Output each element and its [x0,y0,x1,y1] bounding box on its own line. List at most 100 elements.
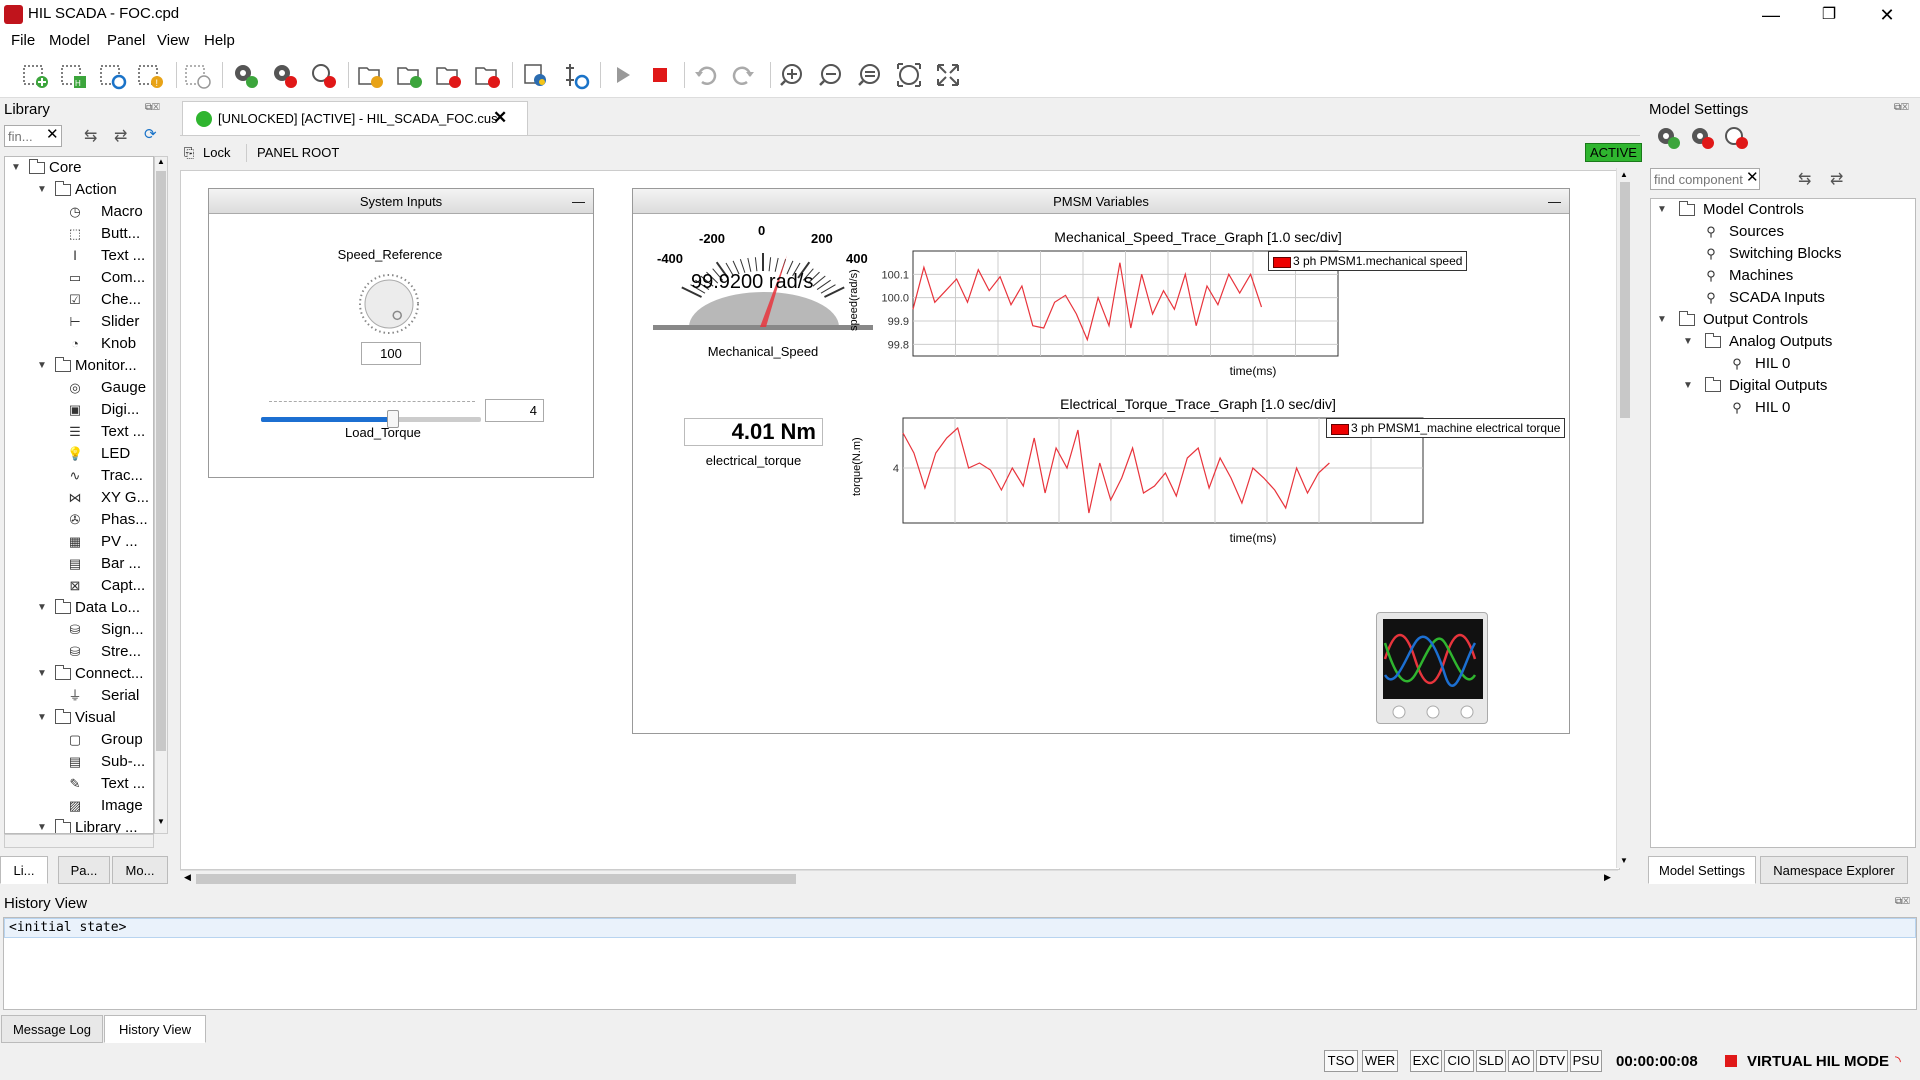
maximize-button[interactable]: ❐ [1821,6,1837,23]
chevron-down-icon[interactable]: ▼ [1683,380,1693,391]
close-tab-icon[interactable]: ✕ [493,108,508,127]
chevron-down-icon[interactable]: ▼ [1657,204,1667,215]
start-simulation-icon[interactable] [607,60,637,90]
settings-item[interactable]: ⚲ Machines [1651,265,1911,287]
zoom-out-icon[interactable] [816,60,846,90]
chevron-down-icon[interactable]: ▼ [37,602,47,613]
menu-view[interactable]: View [157,32,190,49]
collapse-all-icon[interactable]: ⇄ [1830,171,1844,188]
chevron-down-icon[interactable]: ▼ [37,184,47,195]
library-item[interactable]: ▤ Sub-... [5,751,153,773]
stop-simulation-icon[interactable] [645,60,675,90]
menu-file[interactable]: File [11,32,36,49]
model-info-icon[interactable]: ! [135,60,165,90]
library-item[interactable]: ▢ Group [5,729,153,751]
fullscreen-icon[interactable] [933,60,963,90]
status-cio-button[interactable]: CIO [1444,1050,1474,1072]
library-item[interactable]: ☰ Text ... [5,421,153,443]
menu-help[interactable]: Help [204,32,235,49]
settings-folder[interactable]: ▼ Analog Outputs [1651,331,1911,353]
tab-model-settings[interactable]: Model Settings [1648,856,1756,884]
chevron-down-icon[interactable]: ▼ [1683,336,1693,347]
chevron-down-icon[interactable]: ▼ [1657,314,1667,325]
library-item[interactable]: ◎ Gauge [5,377,153,399]
zoom-fit-icon[interactable] [894,60,924,90]
settings-item[interactable]: ⚲ HIL 0 [1651,353,1911,375]
library-item[interactable]: ▣ Digi... [5,399,153,421]
zoom-reset-icon[interactable] [855,60,885,90]
chevron-down-icon[interactable]: ▼ [37,668,47,679]
chevron-down-icon[interactable]: ▼ [37,712,47,723]
library-folder[interactable]: ▼ Data Lo... [5,597,153,619]
model-sync-icon[interactable] [97,60,127,90]
library-item[interactable]: Ⅰ Text ... [5,245,153,267]
library-item[interactable]: ✇ Phas... [5,509,153,531]
clear-search-icon[interactable]: ✕ [1746,169,1759,186]
speed-reference-knob[interactable] [357,272,421,336]
library-item[interactable]: ▨ Image [5,795,153,817]
status-ao-button[interactable]: AO [1508,1050,1534,1072]
library-refresh-icon[interactable]: ⟳ [144,126,157,143]
library-item[interactable]: ▤ Bar ... [5,553,153,575]
new-panel-icon[interactable] [355,60,385,90]
python-script-icon[interactable] [520,60,550,90]
history-item[interactable]: <initial state> [4,918,1916,938]
lock-button[interactable]: Lock [203,145,231,160]
library-item[interactable]: ◷ Macro [5,201,153,223]
menu-model[interactable]: Model [49,32,90,49]
breadcrumb[interactable]: PANEL ROOT [257,145,340,160]
stop-model-icon[interactable] [1688,124,1716,150]
save-panel-icon[interactable] [433,60,463,90]
chevron-down-icon[interactable]: ▼ [37,360,47,371]
expand-all-icon[interactable]: ⇆ [1798,171,1812,188]
library-item[interactable]: ☑ Che... [5,289,153,311]
document-tab[interactable]: [UNLOCKED] [ACTIVE] - HIL_SCADA_FOC.cus … [182,101,528,135]
collapse-all-icon[interactable]: ⇄ [114,128,128,145]
model-disabled-icon[interactable] [182,60,212,90]
pane-float-close-icon[interactable]: ⧉☒ [1895,896,1910,907]
tab-library[interactable]: Li... [0,856,48,884]
tab-panels[interactable]: Pa... [58,856,110,884]
load-torque-input[interactable] [485,399,544,422]
library-item[interactable]: ⏚ Serial [5,685,153,707]
library-item[interactable]: ⊢ Slider [5,311,153,333]
close-button[interactable]: ✕ [1879,5,1895,25]
library-scrollbar[interactable]: ▲ ▼ [154,156,168,834]
library-hscrollbar[interactable] [4,834,154,848]
status-dtv-button[interactable]: DTV [1536,1050,1568,1072]
pane-float-close-icon[interactable]: ⧉☒ [145,102,160,113]
new-model-icon[interactable] [20,60,50,90]
tab-message-log[interactable]: Message Log [1,1015,103,1043]
library-item[interactable]: ▦ PV ... [5,531,153,553]
minimize-button[interactable]: — [1762,5,1780,25]
collapse-group-icon[interactable]: — [1548,194,1561,209]
load-torque-slider[interactable] [261,410,481,428]
status-tso-button[interactable]: TSO [1324,1050,1358,1072]
status-psu-button[interactable]: PSU [1570,1050,1602,1072]
find-component-input[interactable] [1650,168,1760,190]
open-panel-icon[interactable] [394,60,424,90]
canvas-hscrollbar[interactable]: ◀ ▶ [180,870,1618,886]
collapse-group-icon[interactable]: — [572,194,585,209]
capture-widget-icon[interactable] [1376,612,1488,724]
load-model-icon[interactable] [269,60,299,90]
redo-icon[interactable] [729,60,759,90]
status-wer-button[interactable]: WER [1362,1050,1398,1072]
canvas-vscrollbar[interactable]: ▲ ▼ [1616,168,1632,868]
compile-icon[interactable] [230,60,260,90]
library-item[interactable]: ⊠ Capt... [5,575,153,597]
settings-folder[interactable]: ▼ Model Controls [1651,199,1911,221]
status-exc-button[interactable]: EXC [1410,1050,1442,1072]
library-item[interactable]: ⋈ XY G... [5,487,153,509]
chevron-down-icon[interactable]: ▼ [11,162,21,173]
library-search-input[interactable] [4,125,62,147]
close-panel-icon[interactable] [472,60,502,90]
library-item[interactable]: ⬚ Butt... [5,223,153,245]
start-model-icon[interactable] [1654,124,1682,150]
library-item[interactable]: ⛁ Sign... [5,619,153,641]
library-item[interactable]: ∿ Trac... [5,465,153,487]
library-folder[interactable]: ▼ Connect... [5,663,153,685]
library-item[interactable]: ✎ Text ... [5,773,153,795]
model-options-icon[interactable] [1722,124,1750,150]
model-config-icon[interactable] [308,60,338,90]
